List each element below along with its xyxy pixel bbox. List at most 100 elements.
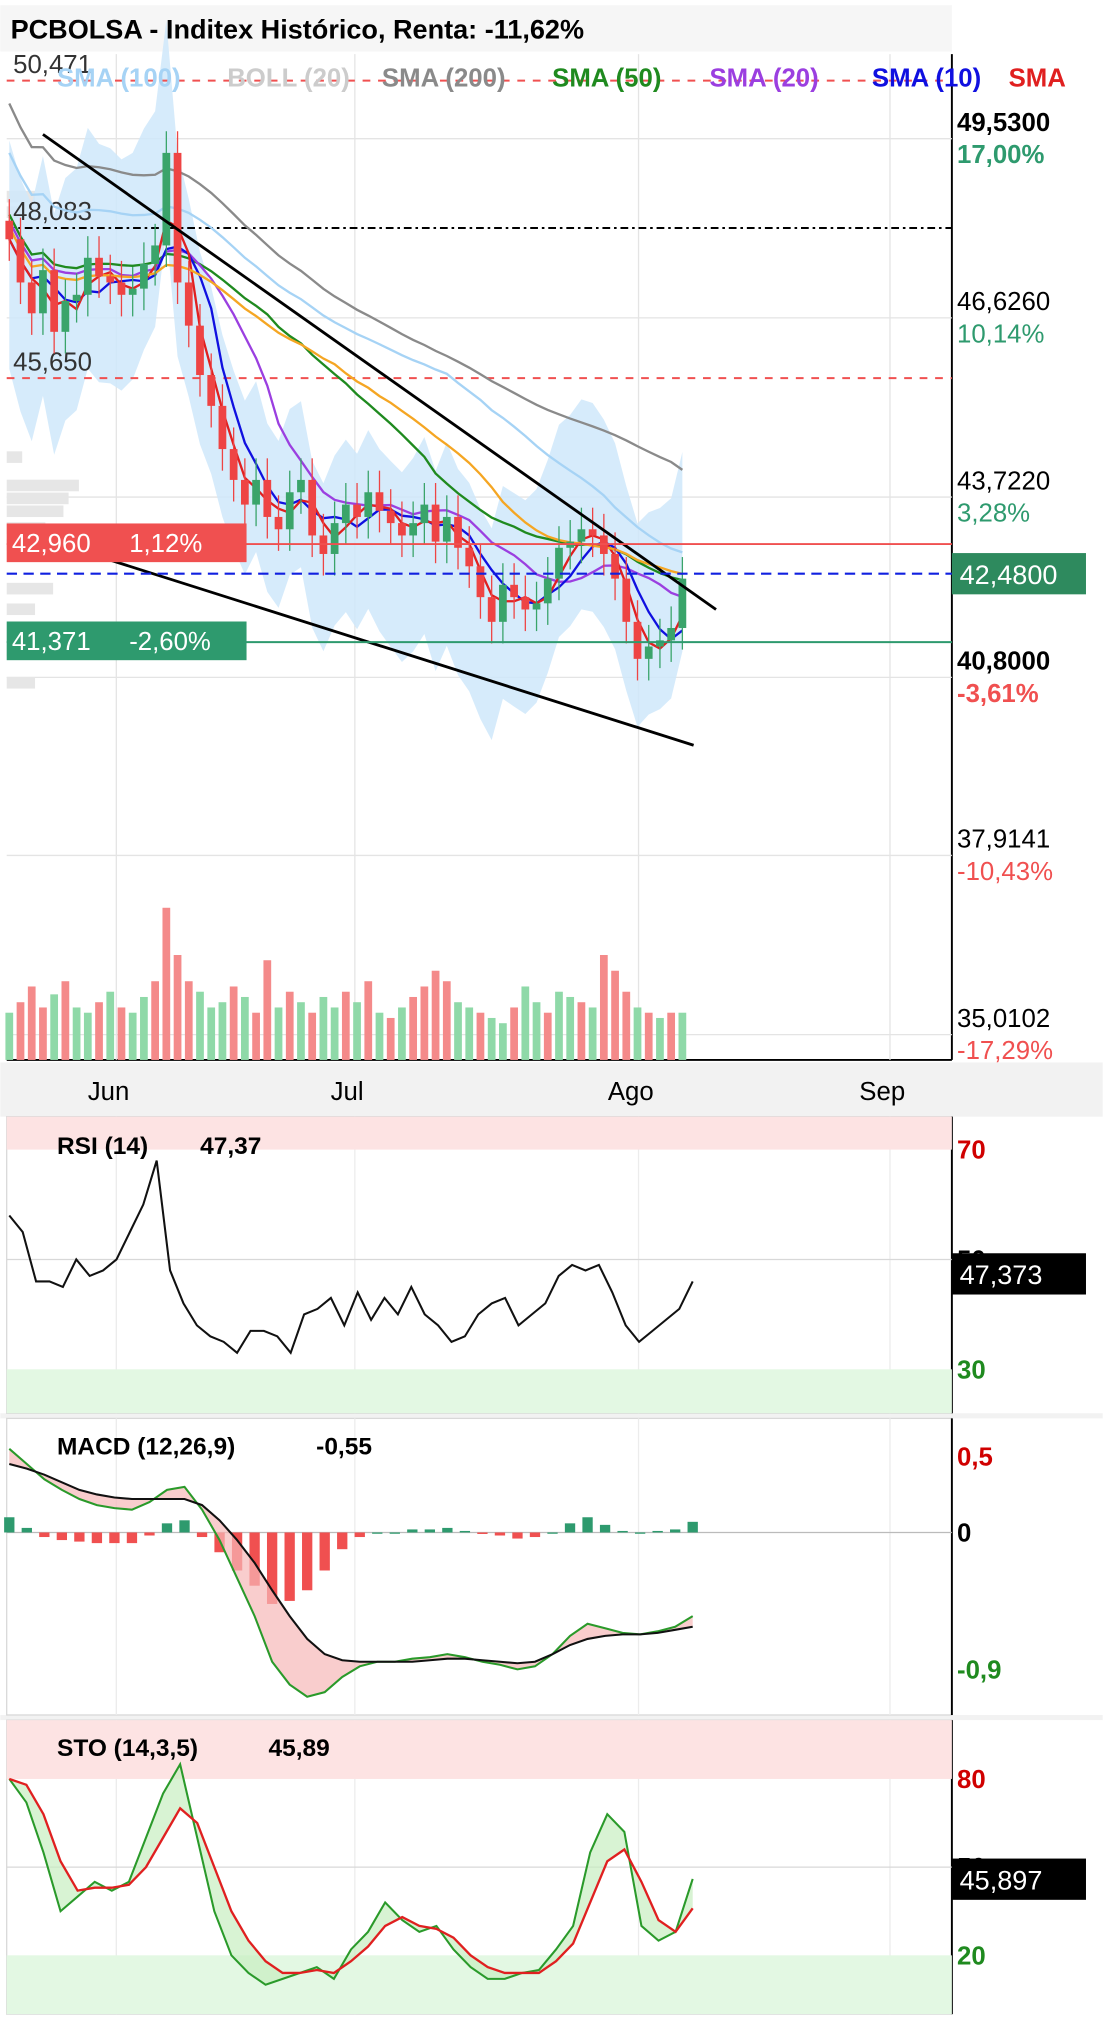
volume-bar xyxy=(431,970,440,1060)
candle-up xyxy=(577,529,586,542)
price-axis-label: 40,8000 xyxy=(957,648,1050,676)
marker-pct: 1,12% xyxy=(129,530,202,558)
candle-down xyxy=(375,492,384,511)
sma-100-line xyxy=(8,152,683,554)
candle-up xyxy=(72,294,81,301)
sma-200-line xyxy=(8,103,684,471)
rsi-value: 47,37 xyxy=(200,1133,261,1160)
volume-profile-bar xyxy=(6,479,79,492)
volume-bar xyxy=(151,981,159,1060)
volume-bar xyxy=(319,996,328,1060)
candle-down xyxy=(117,282,126,295)
macd-histogram-bar xyxy=(652,1530,663,1533)
macd-histogram-bar xyxy=(179,1520,190,1533)
x-tick-jun: Jun xyxy=(88,1078,130,1106)
candle-up xyxy=(499,584,507,622)
volume-bar xyxy=(39,1007,47,1060)
candle-up xyxy=(667,628,676,641)
macd-histogram-bar xyxy=(512,1532,523,1539)
candle-up xyxy=(128,288,137,295)
volume-bar xyxy=(162,907,171,1060)
candle-up xyxy=(297,479,305,493)
indicator-legend: SMA (100) BOLL (20) SMA (200) SMA (50) SMA (… xyxy=(57,64,1066,92)
volume-bar xyxy=(95,1002,103,1060)
macd-histogram-bar xyxy=(249,1532,260,1586)
volume-bar xyxy=(409,996,418,1060)
candle-down xyxy=(611,553,619,579)
volume-bar xyxy=(510,1007,518,1060)
candle-down xyxy=(386,510,395,524)
price-axis-label: 46,6260 xyxy=(957,288,1050,316)
marker-pct: -2,60% xyxy=(129,628,211,656)
volume-bar xyxy=(184,981,193,1060)
macd-histogram-bar xyxy=(284,1532,295,1601)
level-label: 50,471 xyxy=(13,51,92,79)
volume-bar xyxy=(420,986,429,1060)
candle-down xyxy=(229,449,238,480)
sto-panel: 80502045,897 xyxy=(6,1719,1086,2015)
macd-panel: 0,5 0 -0,9 xyxy=(4,1417,1001,1716)
candle-down xyxy=(398,523,406,536)
volume-bar xyxy=(644,1012,653,1060)
volume-bar xyxy=(196,991,204,1060)
volume-bar xyxy=(330,1007,339,1060)
price-axis-pct: -3,61% xyxy=(957,680,1039,708)
x-tick-sep: Sep xyxy=(859,1078,905,1106)
last-price-value: 42,4800 xyxy=(960,559,1058,590)
macd-histogram-bar xyxy=(459,1530,471,1533)
last-price-box xyxy=(951,553,1086,595)
grid: Jun Jul Ago Sep 49,5300 17,00% 46,6260 10,14% 43… xyxy=(6,54,1053,1106)
sto-axis-label: 80 xyxy=(957,1766,986,1794)
macd-histogram-bar xyxy=(529,1532,541,1538)
volume-bar xyxy=(386,1017,395,1060)
chart-title: PCBOLSA - Inditex Histórico, Renta: -11,… xyxy=(11,14,584,45)
volume-bar xyxy=(521,986,530,1060)
rsi-axis-label: 30 xyxy=(957,1356,986,1384)
volume-bar xyxy=(678,1012,687,1060)
volume-bar xyxy=(308,1012,317,1060)
volume-bar xyxy=(297,1002,305,1060)
candle-up xyxy=(285,492,294,530)
volume-bar xyxy=(207,1007,216,1060)
candle-down xyxy=(27,282,36,314)
candle-down xyxy=(521,597,530,610)
candle-down xyxy=(240,479,249,505)
macd-histogram-bar xyxy=(144,1532,155,1536)
sto-current-value: 45,897 xyxy=(960,1865,1043,1896)
sto-label: STO (14,3,5) xyxy=(57,1735,198,1762)
volume-bar xyxy=(72,1007,81,1060)
macd-histogram-bar xyxy=(74,1532,85,1542)
legend-item: SMA (200) xyxy=(382,64,506,92)
volume-bar xyxy=(218,1002,227,1060)
macd-histogram-bar xyxy=(196,1532,208,1538)
macd-histogram-bar xyxy=(617,1530,628,1533)
macd-histogram-bar xyxy=(126,1532,138,1544)
macd-histogram-bar xyxy=(337,1532,348,1550)
rsi-current-value: 47,373 xyxy=(960,1259,1043,1290)
sto-d-line xyxy=(8,1777,694,1975)
candle-down xyxy=(16,239,25,283)
title-bar xyxy=(0,5,952,52)
volume-bar xyxy=(454,1002,462,1060)
macd-histogram-bar xyxy=(39,1532,50,1538)
volume-bar xyxy=(566,996,575,1060)
legend-item: SMA (50) xyxy=(552,64,661,92)
rsi-current-box xyxy=(951,1253,1086,1295)
panel-separator xyxy=(0,1413,1103,1419)
volume-bar xyxy=(128,1012,137,1060)
marker-value: 42,960 xyxy=(12,530,91,558)
candle-up xyxy=(39,270,47,314)
panel-separator xyxy=(0,1714,1103,1721)
macd-histogram-bar xyxy=(599,1524,611,1533)
candle-up xyxy=(83,257,92,295)
legend-item: SMA xyxy=(1009,64,1066,92)
volume-bar xyxy=(274,1007,283,1060)
legend-item: SMA (20) xyxy=(709,64,818,92)
macd-histogram-bar xyxy=(494,1532,506,1536)
macd-histogram-bar xyxy=(424,1529,436,1533)
volume-bar xyxy=(61,981,70,1060)
rsi-overbought-zone xyxy=(6,1116,952,1150)
candle-down xyxy=(622,578,631,622)
macd-axis-label: 0,5 xyxy=(957,1443,993,1471)
